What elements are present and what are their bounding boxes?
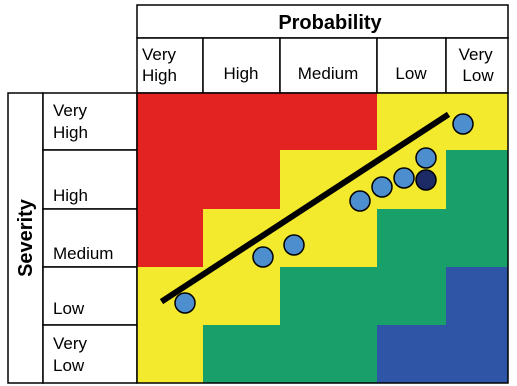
risk-point [393, 167, 415, 189]
risk-point [283, 234, 305, 256]
sev-row-label-very-high: Very High [53, 101, 92, 142]
risk-zone-green [280, 267, 378, 326]
risk-point [174, 292, 196, 314]
risk-zone-green [280, 325, 378, 384]
severity-row-headers: Very High High Medium Low Very Low [42, 92, 138, 384]
risk-zone-red [137, 209, 204, 268]
trend-line [159, 111, 451, 305]
probability-title: Probability [278, 12, 382, 34]
risk-point [415, 147, 437, 169]
risk-zone-red [137, 93, 204, 151]
risk-zone-green [203, 325, 281, 384]
prob-col-label-medium: Medium [298, 64, 358, 83]
risk-zone-blue [377, 325, 447, 384]
severity-title: Severity [15, 198, 37, 277]
sev-row-label-medium: Medium [53, 244, 113, 263]
risk-zone-red [203, 150, 281, 210]
sev-row-cell-medium [42, 208, 138, 268]
sev-row-label-very-low: Very Low [53, 334, 92, 375]
risk-zone-blue [446, 325, 509, 384]
prob-col-label-high: High [224, 64, 259, 83]
risk-points [174, 113, 474, 314]
prob-col-label-very-high: Very High [142, 45, 181, 85]
prob-col-cell-very-high [136, 37, 204, 94]
sev-row-cell-very-high [42, 92, 138, 151]
risk-zone-green [377, 209, 447, 268]
risk-zone-green [377, 267, 447, 326]
sev-row-label-high: High [53, 186, 88, 205]
prob-col-label-low: Low [395, 64, 427, 83]
risk-grid-border [136, 92, 509, 384]
risk-point [252, 246, 274, 268]
risk-zone-red [280, 93, 378, 151]
risk-point [371, 176, 393, 198]
risk-point [349, 190, 371, 212]
risk-point-dark [415, 169, 437, 191]
risk-zone-grid [137, 93, 509, 384]
severity-header-box [7, 92, 44, 384]
sev-row-cell-low [42, 266, 138, 326]
risk-zone-green [446, 150, 509, 210]
risk-zone-yellow [137, 325, 204, 384]
risk-zone-blue [446, 267, 509, 326]
risk-zone-red [137, 150, 204, 210]
risk-zone-red [203, 93, 281, 151]
sev-row-cell-very-low [42, 324, 138, 384]
risk-point [452, 113, 474, 135]
sev-row-label-low: Low [53, 299, 85, 318]
probability-column-headers: Very High High Medium Low Very Low [136, 37, 509, 94]
risk-zone-yellow [203, 267, 281, 326]
prob-col-label-very-low: Very Low [459, 45, 498, 85]
prob-col-cell-very-low [445, 37, 509, 94]
probability-header-box [136, 4, 509, 39]
risk-zone-green [446, 209, 509, 268]
